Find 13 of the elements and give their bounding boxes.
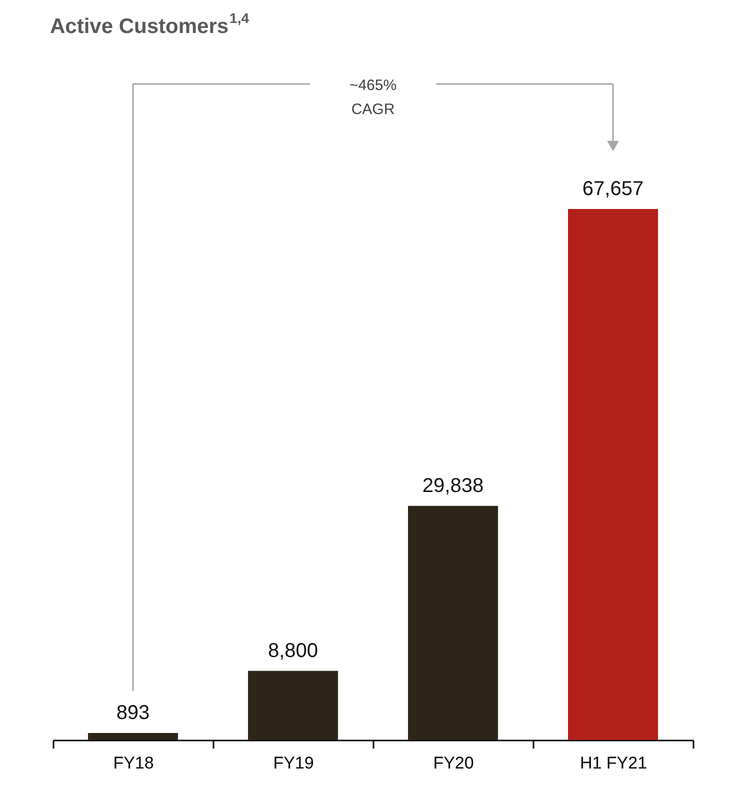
x-tick-label: FY19 (273, 754, 314, 772)
x-tick-label: FY20 (433, 754, 474, 772)
data-label: 893 (116, 702, 150, 724)
bar (248, 670, 338, 740)
data-label: 8,800 (268, 640, 318, 662)
data-label: 29,838 (422, 474, 484, 497)
x-tick-label: H1 FY21 (580, 754, 648, 772)
x-tick-label: FY18 (113, 754, 154, 772)
bar (408, 506, 498, 740)
bar (88, 732, 178, 740)
data-label: 67,657 (582, 178, 644, 200)
text: ~465% CAGR (349, 77, 397, 118)
bar (568, 209, 658, 740)
